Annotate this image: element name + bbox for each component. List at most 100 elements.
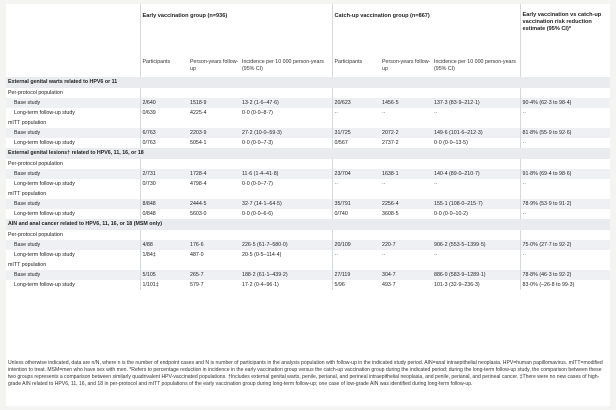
early-person-years-cell: 2203·9	[188, 128, 240, 138]
early-incidence-cell: 11·6 (1·4–41·8)	[240, 169, 333, 179]
subgroup-label: Per-protocol population	[8, 231, 63, 238]
early-participants-cell: 2/640	[139, 98, 188, 108]
empty-cell	[432, 88, 520, 98]
row-label: Base study	[6, 270, 140, 280]
empty-cell	[331, 118, 381, 128]
catchup-participants-cell: 0/740	[331, 209, 381, 219]
early-person-years-cell: 487·0	[190, 251, 204, 258]
table-row: Base study 4/88 176·6 226·5 (61·7–580·0) 20/…	[6, 240, 611, 250]
early-participants-cell: 6/763	[139, 128, 188, 138]
subgroup-row: Per-protocol population	[6, 159, 611, 169]
row-label: Long-term follow-up study	[14, 139, 75, 146]
table-row: Base study 6/763 2203·9 27·2 (10·0–59·3) 31/…	[6, 128, 611, 138]
risk-reduction-cell: ··	[519, 138, 611, 148]
subgroup-label: Per-protocol population	[8, 160, 63, 167]
subgroup-label: mITT population	[8, 119, 47, 126]
catchup-person-years-cell: 1456·5	[380, 98, 433, 108]
catchup-person-years-cell: 3608·5	[382, 210, 399, 217]
early-participants-cell: 0/730	[139, 179, 188, 189]
early-person-years-cell: 579·7	[190, 281, 204, 288]
early-participants-cell: 0/763	[139, 138, 188, 148]
empty-cell	[188, 260, 240, 270]
empty-cell	[519, 118, 611, 128]
early-incidence-cell: 0·0 (0·0–7·7)	[242, 180, 273, 187]
catchup-participants-cell: 31/725	[331, 128, 381, 138]
catchup-participants-cell: 0/567	[331, 138, 381, 148]
empty-cell	[139, 159, 188, 169]
empty-cell	[380, 260, 432, 270]
empty-cell	[380, 159, 432, 169]
risk-reduction-cell: ··	[519, 209, 611, 219]
empty-cell	[519, 189, 611, 199]
empty-cell	[331, 260, 381, 270]
table-row: Long-term follow-up study 1/84‡ 487·0 20·5 …	[6, 250, 611, 260]
catchup-incidence-header: Incidence per 10 000 person-years (95% C…	[434, 59, 516, 72]
risk-reduction-cell: 83·0% (–26·8 to 99·3)	[519, 280, 611, 290]
catchup-person-years-cell: 304·7	[380, 270, 433, 280]
empty-cell	[188, 159, 240, 169]
early-participants-cell: 0/848	[139, 209, 188, 219]
risk-reduction-cell: 81·8% (55·9 to 92·6)	[519, 128, 611, 138]
row-label: Long-term follow-up study	[14, 180, 75, 187]
empty-cell	[331, 88, 381, 98]
section-header-row: AIN and anal cancer related to HPV6, 11,…	[6, 219, 611, 230]
risk-reduction-cell: ··	[519, 108, 611, 118]
catchup-incidence-cell: 149·6 (101·6–212·3)	[432, 128, 521, 138]
empty-cell	[519, 230, 611, 240]
section-header-row: External genital warts related to HPV6 o…	[6, 77, 611, 88]
catchup-participants-cell: 23/704	[331, 169, 381, 179]
table-row: Long-term follow-up study 0/730 4798·4 0·0 …	[6, 179, 611, 189]
row-label: Long-term follow-up study	[14, 210, 75, 217]
early-incidence-cell: 17·2 (0·4–96·1)	[242, 281, 279, 288]
section-title: External genital warts related to HPV6 o…	[6, 77, 611, 88]
table-row: Base study 8/848 2444·5 32·7 (14·1–64·5) 35/…	[6, 199, 611, 209]
catchup-participants-cell: 5/96	[331, 280, 381, 290]
early-person-years-cell: 5603·0	[190, 210, 207, 217]
empty-cell	[240, 159, 332, 169]
early-incidence-cell: 188·2 (61·1–439·2)	[240, 270, 333, 280]
catchup-incidence-cell: 155·1 (108·0–215·7)	[432, 199, 521, 209]
catchup-participants-cell: ··	[331, 179, 381, 189]
catchup-incidence-cell: 0·0 (0·0–13·5)	[434, 139, 468, 146]
early-person-years-cell: 4798·4	[190, 180, 207, 187]
catchup-incidence-cell: 137·3 (83·9–212·1)	[432, 98, 521, 108]
empty-cell	[519, 88, 611, 98]
empty-cell	[188, 189, 240, 199]
catchup-participants-cell: 35/791	[331, 199, 381, 209]
catchup-person-years-cell: ··	[382, 109, 386, 116]
empty-cell	[380, 118, 432, 128]
catchup-participants-cell: ··	[331, 108, 381, 118]
empty-cell	[432, 230, 520, 240]
risk-reduction-subheader	[519, 57, 611, 77]
early-person-years-header: Person-years follow-up	[190, 59, 239, 72]
subgroup-row: mITT population	[6, 260, 611, 270]
empty-cell	[188, 118, 240, 128]
catchup-person-years-cell: 2256·4	[380, 199, 433, 209]
table-row: Base study 2/640 1518·9 13·2 (1·6–47·6) 20/6…	[6, 98, 611, 108]
risk-reduction-cell: 75·0% (27·7 to 92·2)	[519, 240, 611, 250]
row-label: Base study	[6, 240, 140, 250]
empty-cell	[240, 230, 332, 240]
early-participants-cell: 2/731	[139, 169, 188, 179]
subgroup-label: mITT population	[8, 261, 47, 268]
table-row: Long-term follow-up study 0/639 4225·4 0·0 …	[6, 108, 611, 118]
section-title: AIN and anal cancer related to HPV6, 11,…	[6, 219, 611, 230]
catchup-incidence-cell: 0·0 (0·0–10·2)	[434, 210, 468, 217]
empty-cell	[519, 260, 611, 270]
early-incidence-cell: 0·0 (0·0–7·3)	[242, 139, 273, 146]
early-participants-cell: 8/848	[139, 199, 188, 209]
empty-cell	[380, 230, 432, 240]
empty-cell	[380, 88, 432, 98]
catchup-person-years-cell: ··	[382, 180, 386, 187]
empty-cell	[432, 189, 520, 199]
risk-reduction-cell: 91·8% (69·4 to 98·6)	[519, 169, 611, 179]
catchup-person-years-cell: 2737·2	[382, 139, 399, 146]
early-incidence-cell: 27·2 (10·0–59·3)	[240, 128, 333, 138]
catchup-participants-cell: 20/109	[331, 240, 381, 250]
blank-header	[6, 4, 140, 57]
early-incidence-cell: 226·5 (61·7–580·0)	[240, 240, 333, 250]
risk-reduction-cell: ··	[519, 179, 611, 189]
subgroup-row: mITT population	[6, 189, 611, 199]
early-person-years-cell: 176·6	[188, 240, 240, 250]
section-title: External genital lesions† related to HPV…	[6, 148, 611, 159]
